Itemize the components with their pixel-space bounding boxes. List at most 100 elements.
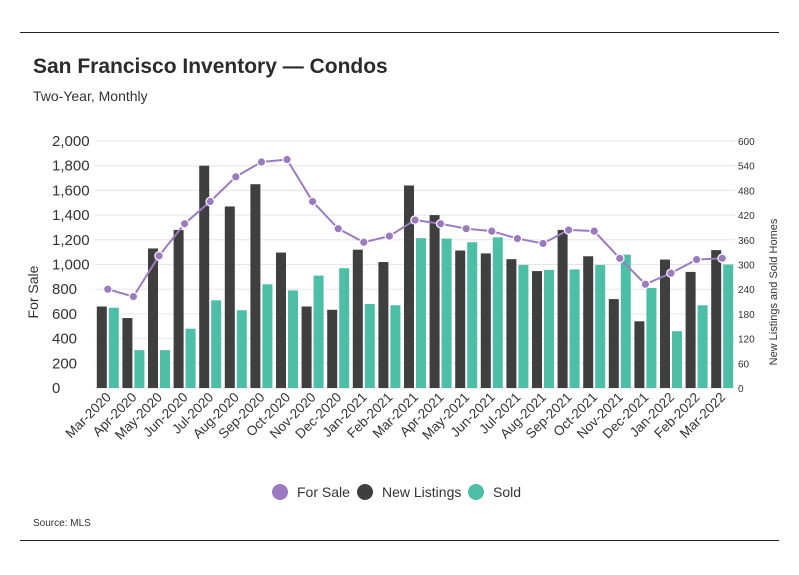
sold-bar <box>288 290 298 388</box>
right-tick-label: 480 <box>738 186 755 197</box>
new-listings-bar <box>122 318 133 388</box>
left-tick-label: 0 <box>52 380 60 397</box>
sold-bar <box>236 310 247 388</box>
for-sale-point <box>486 226 497 236</box>
new-listings-bar <box>608 299 619 388</box>
left-tick-label: 400 <box>52 331 77 348</box>
right-tick-label: 60 <box>738 359 750 370</box>
new-listings-bar <box>532 271 542 388</box>
for-sale-point <box>640 279 651 290</box>
for-sale-point <box>282 154 292 165</box>
new-listings-bar <box>455 250 466 388</box>
sold-bar <box>364 304 375 388</box>
new-listings-bar <box>557 229 568 388</box>
legend-label: New Listings <box>382 484 461 500</box>
for-sale-point <box>589 226 599 236</box>
sold-bar <box>416 238 426 388</box>
sold-bar <box>544 269 554 388</box>
right-tick-label: 300 <box>738 261 755 272</box>
sold-bar <box>569 269 580 388</box>
for-sale-point <box>256 157 267 167</box>
right-axis-title: New Listings and Sold Homes <box>768 218 780 365</box>
legend-label: Sold <box>493 484 521 500</box>
left-tick-label: 1,600 <box>52 182 90 199</box>
sold-bar <box>723 264 734 388</box>
for-sale-point <box>205 196 215 207</box>
right-axis-ticks: 0 60 120 180 240 300 360 420 480 540 600 <box>738 137 755 395</box>
source-note: Source: MLS <box>33 518 91 529</box>
for-sale-point <box>410 215 420 225</box>
bars <box>96 165 734 388</box>
new-listings-bar <box>711 250 722 388</box>
for-sale-point <box>614 253 625 264</box>
right-tick-label: 600 <box>738 137 755 148</box>
legend-label: For Sale <box>297 484 350 500</box>
left-tick-label: 1,400 <box>52 207 90 224</box>
for-sale-point <box>384 231 395 241</box>
for-sale-point <box>461 223 471 234</box>
sold-bar <box>185 328 196 388</box>
new-listings-bar <box>301 306 312 388</box>
for-sale-point <box>103 284 113 294</box>
for-sale-point <box>154 251 164 261</box>
for-sale-point <box>307 196 318 207</box>
for-sale-point <box>231 172 241 182</box>
sold-bar <box>518 264 529 388</box>
for-sale-point <box>333 223 343 234</box>
new-listings-bar <box>327 309 338 388</box>
right-tick-label: 360 <box>738 236 755 247</box>
sold-bar <box>467 242 478 388</box>
sold-bar <box>160 350 170 388</box>
sold-bar <box>211 300 222 388</box>
left-axis-ticks: 0 200 400 600 800 1,000 1,200 1,400 1,600 1,800 2,… <box>52 133 90 397</box>
for-sale-point <box>717 253 727 264</box>
new-listings-bar <box>583 256 594 388</box>
new-listings-bar <box>199 165 210 388</box>
new-listings-bar <box>250 184 261 388</box>
sold-bar <box>646 287 657 388</box>
right-tick-label: 420 <box>738 211 755 222</box>
new-listings-bar <box>224 206 235 388</box>
left-tick-label: 600 <box>52 306 77 323</box>
right-tick-label: 240 <box>738 285 755 296</box>
for-sale-point <box>666 268 676 278</box>
for-sale-point <box>512 233 523 244</box>
sold-bar <box>697 305 708 388</box>
left-tick-label: 1,200 <box>52 232 90 249</box>
sold-bar <box>492 237 503 388</box>
legend-marker <box>468 484 484 500</box>
new-listings-bar <box>173 229 184 388</box>
sold-bar <box>262 284 273 388</box>
new-listings-bar <box>685 271 696 388</box>
new-listings-bar <box>352 249 363 388</box>
right-tick-label: 0 <box>738 384 744 395</box>
sold-bar <box>134 350 145 388</box>
for-sale-point <box>563 225 574 235</box>
x-axis-ticks: Mar-2020Apr-2020May-2020Jun-2020Jul-2020… <box>62 390 728 443</box>
legend: For Sale New Listings Sold <box>272 484 521 500</box>
new-listings-bar <box>148 248 158 388</box>
sold-bar <box>390 305 401 388</box>
chart-subtitle: Two-Year, Monthly <box>33 88 148 104</box>
right-tick-label: 180 <box>738 310 755 321</box>
left-tick-label: 200 <box>52 355 77 372</box>
sold-bar <box>672 331 682 388</box>
left-tick-label: 2,000 <box>52 133 90 150</box>
new-listings-bar <box>506 259 517 388</box>
legend-marker <box>357 484 373 500</box>
legend-marker <box>272 484 288 500</box>
sold-bar <box>108 307 119 388</box>
for-sale-line <box>103 154 727 302</box>
right-tick-label: 540 <box>738 162 755 173</box>
for-sale-point <box>179 218 190 229</box>
for-sale-point <box>128 291 139 302</box>
left-tick-label: 800 <box>52 281 77 298</box>
new-listings-bar <box>404 185 414 388</box>
right-tick-label: 120 <box>738 335 755 346</box>
new-listings-bar <box>276 252 286 388</box>
left-tick-label: 1,800 <box>52 158 90 175</box>
left-tick-label: 1,000 <box>52 257 90 274</box>
left-axis-title: For Sale <box>25 265 41 318</box>
bottom-rule <box>20 540 779 541</box>
